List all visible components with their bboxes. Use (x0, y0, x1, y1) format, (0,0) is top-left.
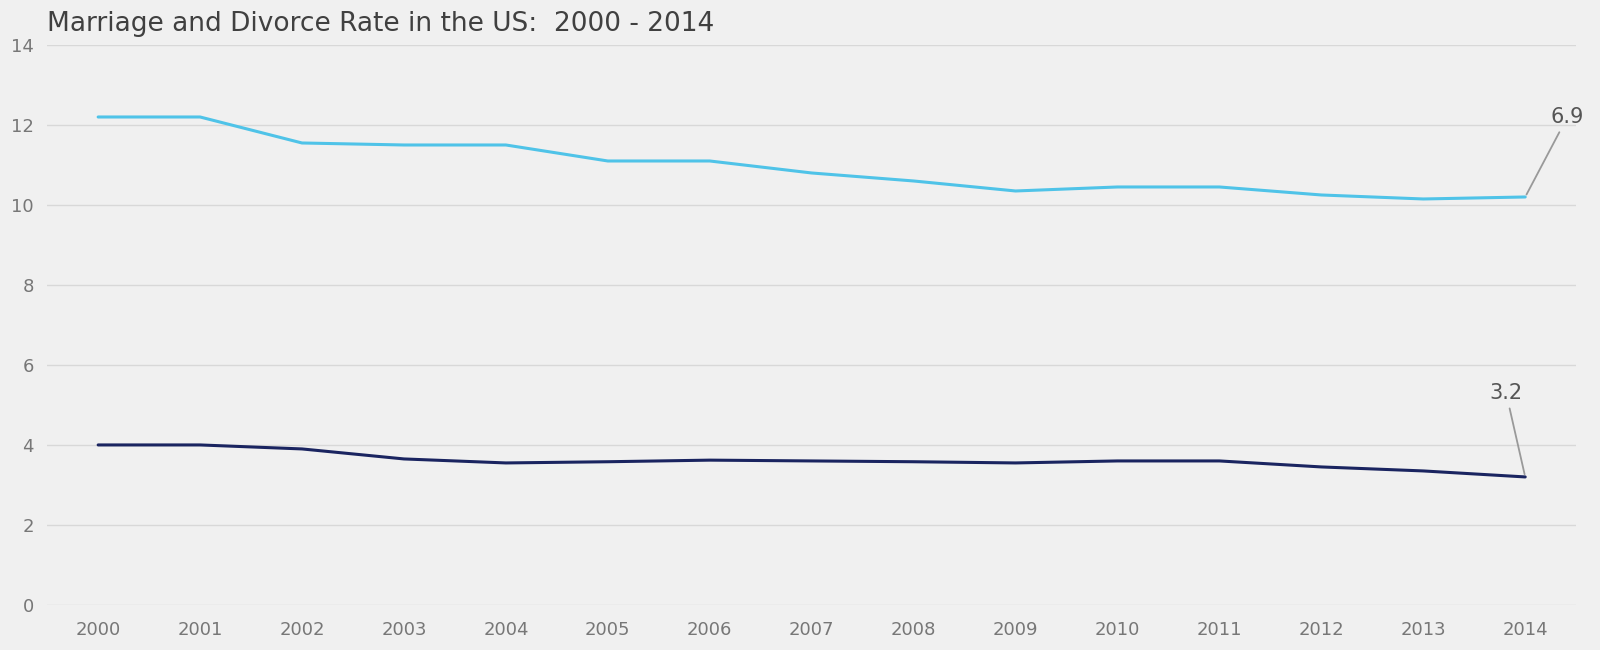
Text: 3.2: 3.2 (1490, 383, 1525, 474)
Text: 6.9: 6.9 (1526, 107, 1584, 194)
Text: Marriage and Divorce Rate in the US:  2000 - 2014: Marriage and Divorce Rate in the US: 200… (46, 11, 715, 37)
